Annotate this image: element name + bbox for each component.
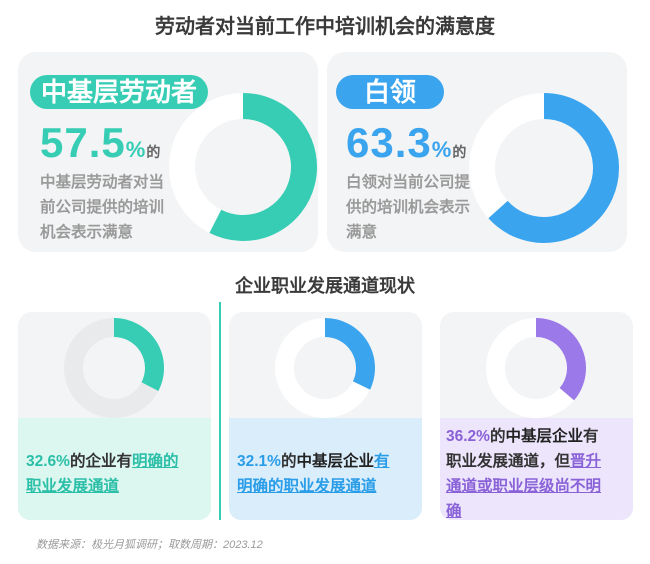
stat-whitecollar-number: 63.3 [346,119,432,166]
donut-slice-value [209,93,317,241]
band-enterprise-1 [18,418,211,520]
desc-line: 前公司提供的培训 [40,199,165,216]
desc-whitecollar: 白领对当前公司提 供的培训机会表示 满意 [346,170,470,245]
text-enterprise-3: 36.2%的中基层企业有 职业发展通道，但晋升 通道或职业层级尚不明 确 [446,424,631,524]
stat-grassroots: 57.5%的 [40,122,161,173]
emphasis: 中基层企业 [505,428,583,445]
desc-grassroots: 中基层劳动者对当 前公司提供的培训 机会表示满意 [40,170,164,245]
main-title: 劳动者对当前工作中培训机会的满意度 [155,16,495,38]
highlight: 有 [373,453,390,470]
desc-line: 白领对当前公司提 [346,174,471,191]
pill-whitecollar: 白领 [336,75,444,109]
divider-line [219,302,221,520]
desc-line: 中基层劳动者对当 [40,174,165,191]
donut-enterprise-2 [275,318,375,418]
text: 有 [582,428,599,445]
source-note: 数据来源：极光月狐调研；取数周期：2023.12 [36,539,263,551]
donut-slice-value [488,93,619,243]
donut-enterprise-1 [64,318,164,418]
desc-line: 供的培训机会表示 [346,199,471,216]
donut-whitecollar [469,93,619,243]
desc-line: 满意 [346,224,378,241]
donut-slice-value [113,318,164,391]
highlight: 确 [446,503,462,520]
highlight: 明确的 [131,453,179,470]
donut-slice-value [535,318,586,401]
donut-grassroots [169,93,317,241]
stat-grassroots-pct: % [125,137,147,162]
pill-grassroots: 中基层劳动者 [30,75,208,109]
pct-enterprise-2: 32.1% [237,453,281,470]
desc-line: 机会表示满意 [40,224,134,241]
section2-title: 企业职业发展通道现状 [235,276,415,296]
highlight: 明确的职业发展通道 [237,478,377,495]
text: 职业发展通道，但 [446,453,571,470]
stat-whitecollar-de: 的 [452,144,468,160]
text: 的 [280,453,297,470]
stat-grassroots-de: 的 [146,144,162,160]
stat-whitecollar: 63.3%的 [346,122,467,173]
text-enterprise-2: 32.1%的中基层企业有 明确的职业发展通道 [237,449,422,499]
stat-whitecollar-pct: % [431,137,453,162]
donut-enterprise-3 [486,318,586,418]
text: 的企业有 [69,453,132,470]
band-enterprise-3 [440,418,633,520]
donut-slice-value [324,318,375,390]
pct-enterprise-1: 32.6% [26,453,70,470]
stat-grassroots-number: 57.5 [40,119,126,166]
highlight: 通道或职业层级尚不明 [446,478,602,495]
highlight: 职业发展通道 [26,478,120,495]
highlight: 晋升 [570,453,602,470]
band-enterprise-2 [229,418,422,520]
text: 的 [489,428,506,445]
text-enterprise-1: 32.6%的企业有明确的 职业发展通道 [26,449,211,499]
pct-enterprise-3: 36.2% [446,428,490,445]
emphasis: 中基层企业 [296,453,374,470]
